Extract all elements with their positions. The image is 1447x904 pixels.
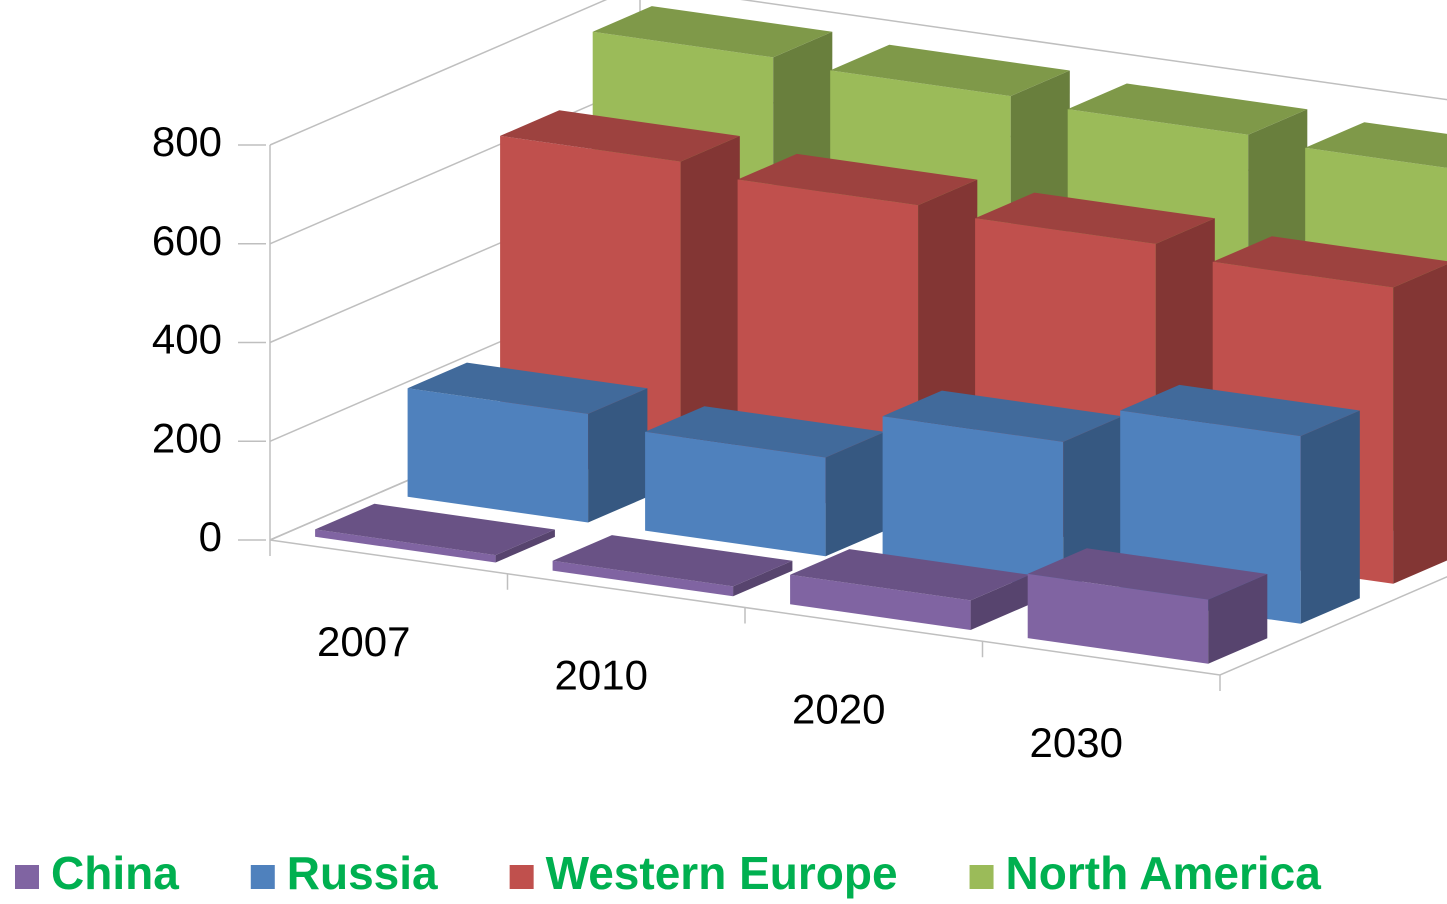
labels: 0 200 400 600 800 2007 2010 2020 2030 — [152, 118, 1123, 766]
legend-label: Russia — [287, 847, 438, 899]
bar-top — [552, 535, 793, 587]
bar-top — [407, 362, 648, 414]
y-tick-label: 0 — [199, 513, 222, 560]
bar — [1027, 548, 1268, 664]
x-tick-label: 2010 — [555, 652, 648, 699]
bar-top — [1120, 384, 1360, 437]
bar-top — [1067, 83, 1308, 135]
bar-front — [882, 416, 1064, 590]
bar-side — [1063, 416, 1123, 590]
legend: China Russia Western Europe North America — [15, 847, 1321, 899]
legend-label: Western Europe — [546, 847, 898, 899]
bar-front — [315, 529, 496, 563]
bar-front — [790, 574, 971, 630]
bar-top — [645, 406, 885, 458]
bar-front — [407, 388, 589, 523]
bar-side — [825, 431, 885, 557]
bar-side — [680, 136, 740, 483]
bar-front — [1027, 573, 1209, 664]
x-tick-label: 2007 — [317, 618, 410, 665]
legend-swatch — [250, 865, 275, 889]
bar-top — [1027, 548, 1268, 600]
bars — [315, 6, 1447, 664]
grid-line — [269, 0, 1447, 146]
bar-top — [737, 153, 978, 206]
bar-side — [1393, 264, 1447, 584]
bar-top — [592, 6, 833, 58]
bar — [552, 535, 793, 597]
bar-side — [1208, 574, 1268, 664]
legend-label: North America — [1006, 847, 1322, 899]
y-tick-label: 400 — [152, 316, 222, 363]
bar-top — [975, 192, 1215, 244]
bar-side — [588, 388, 648, 523]
bar — [882, 390, 1123, 590]
bar-top — [1212, 236, 1447, 288]
bar-side — [1300, 410, 1360, 624]
bar-top — [315, 503, 555, 556]
bar-top — [830, 44, 1070, 97]
y-tick-label: 200 — [152, 414, 222, 461]
bar — [790, 549, 1030, 630]
bar-top — [500, 110, 740, 162]
legend-swatch — [15, 865, 39, 889]
bar-side — [733, 560, 793, 597]
y-tick-label: 800 — [152, 118, 222, 165]
y-tick-label: 600 — [152, 217, 222, 264]
bar — [407, 362, 648, 523]
x-tick-label: 2030 — [1030, 719, 1123, 766]
bar — [645, 406, 885, 557]
bar-top — [882, 390, 1123, 442]
bar-front — [645, 431, 826, 557]
x-tick-label: 2020 — [792, 685, 885, 732]
legend-swatch — [969, 865, 994, 889]
bar-front — [552, 560, 734, 597]
bar-side — [970, 574, 1030, 630]
bar — [315, 503, 555, 563]
bar-top — [1305, 122, 1447, 168]
legend-label: China — [51, 847, 179, 899]
legend-swatch — [509, 865, 534, 889]
bar-side — [495, 529, 555, 563]
bar-top — [790, 549, 1030, 601]
